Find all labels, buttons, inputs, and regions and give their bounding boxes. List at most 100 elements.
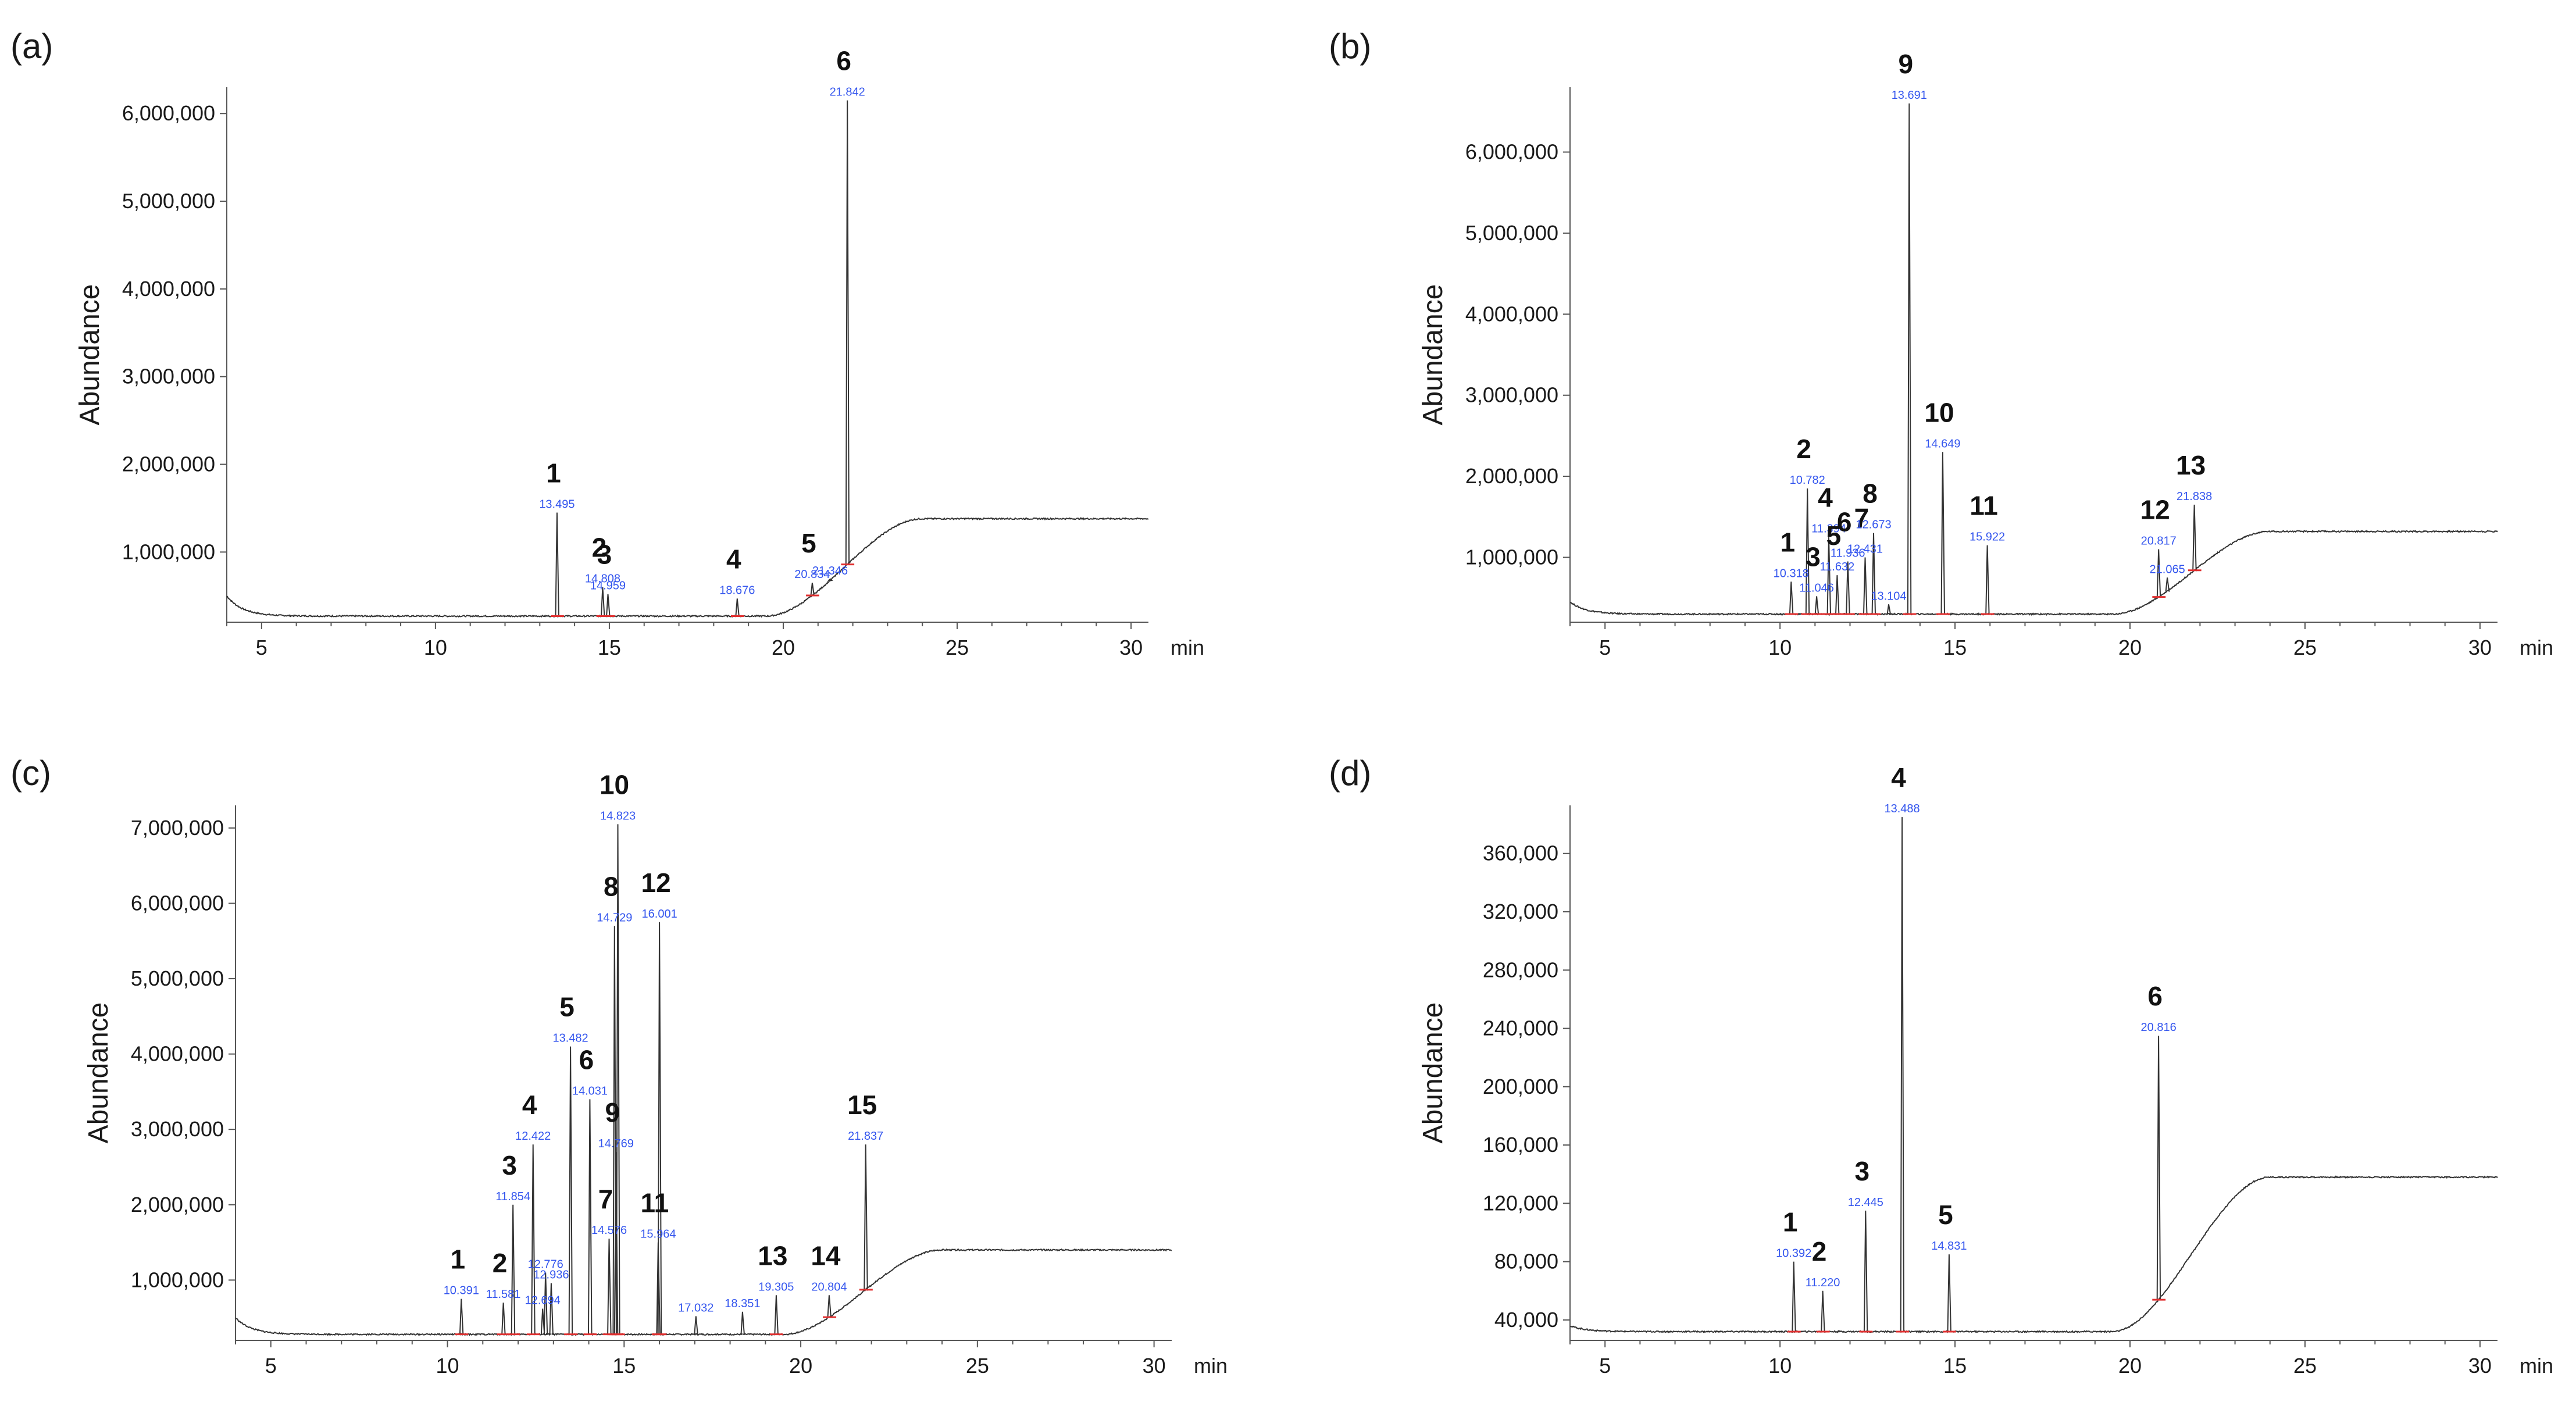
chromatogram-panel-b: (b)5 10 15 20 25 30 min1,000,0002,000,0003,000… <box>1329 27 2553 659</box>
peak-number-label: 2 <box>493 1248 508 1278</box>
x-tick-label: 30 <box>1119 636 1143 659</box>
peak-number-label: 12 <box>641 868 671 898</box>
peak-number-label: 13 <box>758 1240 787 1271</box>
peak-rt-label: 20.817 <box>2141 535 2177 548</box>
peak-number-label: 4 <box>522 1090 537 1120</box>
peak-rt-label: 12.776 <box>528 1258 563 1271</box>
x-tick-label: 10 <box>1768 1354 1792 1378</box>
peak-number-label: 15 <box>847 1090 877 1120</box>
peak-number-label: 1 <box>1783 1207 1798 1237</box>
peak-rt-label: 11.854 <box>495 1190 530 1203</box>
x-tick-label: 20 <box>789 1354 812 1378</box>
y-tick-label: 2,000,000 <box>131 1193 224 1217</box>
x-tick-label: 15 <box>598 636 621 659</box>
peak-rt-label: 20.834 <box>794 568 830 581</box>
y-axis-title: Abundance <box>1418 284 1448 426</box>
peak-number-label: 11 <box>641 1188 669 1218</box>
y-tick-label: 6,000,000 <box>122 101 215 125</box>
peak-rt-label: 15.922 <box>1970 531 2005 544</box>
peak-number-label: 9 <box>605 1097 620 1128</box>
peak-rt-label: 14.959 <box>590 580 626 593</box>
y-tick-label: 4,000,000 <box>1465 302 1558 326</box>
x-tick-label: 5 <box>265 1354 277 1378</box>
y-tick-label: 2,000,000 <box>1465 464 1558 488</box>
peak-number-label: 14 <box>811 1240 841 1271</box>
peak-number-label: 5 <box>1938 1200 1953 1230</box>
peak-rt-label: 20.804 <box>811 1280 847 1293</box>
x-axis-label: min <box>1194 1354 1228 1378</box>
peak-number-label: 3 <box>1806 541 1821 572</box>
x-tick-label: 5 <box>256 636 267 659</box>
peak-rt-label: 11.220 <box>1806 1276 1840 1289</box>
peak-number-label: 6 <box>579 1044 594 1075</box>
x-tick-label: 10 <box>424 636 447 659</box>
peak-rt-label: 18.676 <box>719 584 755 597</box>
y-tick-label: 3,000,000 <box>131 1117 224 1141</box>
peak-number-label: 3 <box>502 1150 517 1180</box>
y-tick-label: 4,000,000 <box>122 277 215 301</box>
y-tick-label: 2,000,000 <box>122 452 215 476</box>
x-tick-label: 20 <box>772 636 795 659</box>
chromatogram-trace <box>1569 817 2498 1334</box>
y-axis-title: Abundance <box>83 1003 114 1144</box>
x-tick-label: 5 <box>1599 636 1611 659</box>
peak-number-label: 7 <box>1854 502 1869 533</box>
x-tick-label: 25 <box>2293 1354 2317 1378</box>
x-tick-label: 30 <box>1143 1354 1166 1378</box>
x-tick-label: 30 <box>2468 636 2492 659</box>
chromatogram-panel-d: (d)5 10 15 20 25 30 min40,00080,000120,000160,… <box>1329 754 2553 1378</box>
peak-number-label: 6 <box>836 46 851 76</box>
y-tick-label: 5,000,000 <box>131 966 224 990</box>
x-axis-label: min <box>1171 636 1204 659</box>
peak-number-label: 5 <box>1826 520 1842 551</box>
peak-rt-label: 13.488 <box>1884 802 1919 815</box>
x-tick-label: 15 <box>1943 636 1967 659</box>
x-tick-label: 10 <box>1768 636 1792 659</box>
x-tick-label: 5 <box>1599 1354 1611 1378</box>
peak-rt-label: 16.001 <box>642 908 677 921</box>
peak-number-label: 9 <box>1898 49 1913 79</box>
x-axis-label: min <box>2520 1354 2553 1378</box>
y-tick-label: 6,000,000 <box>1465 140 1558 164</box>
y-tick-label: 120,000 <box>1483 1191 1558 1215</box>
peak-rt-label: 21.842 <box>830 86 865 99</box>
panel-label: (d) <box>1329 754 1371 793</box>
peak-rt-label: 12.694 <box>525 1294 561 1307</box>
peak-number-label: 4 <box>1818 483 1833 513</box>
peak-number-label: 12 <box>2140 495 2170 525</box>
y-tick-label: 80,000 <box>1494 1250 1558 1273</box>
peak-number-label: 1 <box>546 458 561 488</box>
peak-rt-label: 14.031 <box>572 1085 608 1097</box>
peak-rt-label: 21.837 <box>848 1130 883 1143</box>
peak-rt-label: 11.936 <box>1831 547 1865 559</box>
chromatogram-trace <box>235 824 1172 1336</box>
peak-rt-label: 14.729 <box>597 911 632 924</box>
peak-number-label: 13 <box>2176 450 2206 480</box>
peak-number-label: 8 <box>1863 479 1878 509</box>
peak-number-label: 1 <box>1780 527 1795 557</box>
peak-rt-label: 12.445 <box>1848 1196 1883 1209</box>
peak-rt-label: 11.581 <box>486 1288 521 1301</box>
peak-rt-label: 10.782 <box>1790 474 1825 487</box>
y-tick-label: 200,000 <box>1483 1075 1558 1098</box>
x-tick-label: 25 <box>2293 636 2317 659</box>
peak-number-label: 5 <box>801 528 816 558</box>
peak-rt-label: 12.431 <box>1847 543 1883 555</box>
panel-label: (b) <box>1329 27 1371 66</box>
y-tick-label: 5,000,000 <box>122 189 215 213</box>
peak-number-label: 6 <box>1837 506 1852 537</box>
chromatogram-panel-a: (a)5 10 15 20 25 30 min1,000,0002,000,0003,000… <box>10 27 1204 659</box>
peak-number-label: 4 <box>726 544 741 574</box>
y-tick-label: 4,000,000 <box>131 1042 224 1066</box>
y-tick-label: 7,000,000 <box>131 816 224 840</box>
x-tick-label: 15 <box>612 1354 636 1378</box>
panel-label: (c) <box>10 754 51 793</box>
peak-rt-label: 14.823 <box>600 809 636 822</box>
y-tick-label: 320,000 <box>1483 900 1558 923</box>
peak-rt-label: 21.065 <box>2150 563 2185 576</box>
peak-rt-label: 12.936 <box>533 1269 569 1282</box>
peak-number-label: 10 <box>600 769 629 800</box>
x-tick-label: 20 <box>2118 636 2142 659</box>
chromatogram-trace <box>1569 103 2498 616</box>
